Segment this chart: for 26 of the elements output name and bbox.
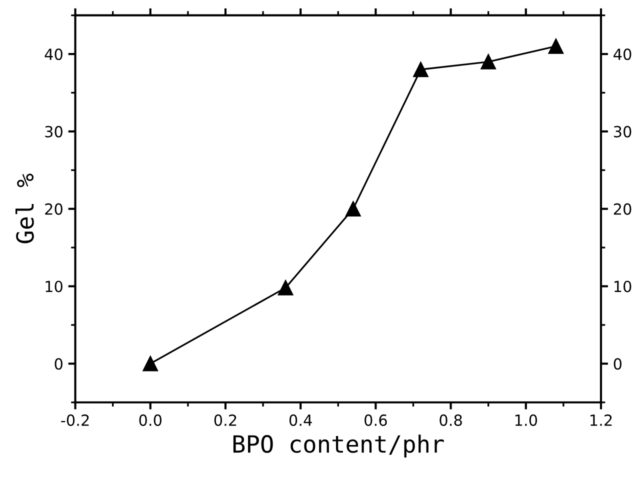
y-axis-title: Gel % [16, 174, 34, 244]
y-tick-label: 10 [46, 280, 62, 292]
y2-tick-label: 0 [614, 358, 622, 370]
y-tick-label: 20 [45, 203, 62, 215]
x-tick-label: -0.2 [61, 414, 89, 426]
y2-tick-label: 30 [614, 126, 632, 138]
x-tick-label: 0.6 [364, 414, 387, 426]
point [548, 38, 564, 54]
point [346, 201, 361, 216]
point [278, 280, 294, 296]
point [480, 54, 496, 70]
x-tick-label: 1.2 [590, 414, 612, 426]
y-tick-label: 0 [54, 358, 62, 370]
x-tick-label: 0.8 [440, 414, 462, 426]
x-tick-label: 0.4 [289, 414, 312, 426]
y2-tick-label: 10 [614, 280, 632, 292]
x-tick-label: 1.0 [515, 414, 538, 426]
y-tick-label: 30 [45, 126, 62, 138]
x-tick-label: 0.2 [214, 414, 236, 426]
point [413, 62, 428, 78]
y2-tick-label: 40 [614, 48, 632, 60]
y2-tick-label: 20 [614, 203, 632, 215]
x-axis-title: BPO content/phr [233, 434, 444, 458]
point [142, 356, 158, 372]
x-tick-label: 0.0 [139, 414, 162, 426]
y-tick-label: 40 [44, 48, 62, 60]
